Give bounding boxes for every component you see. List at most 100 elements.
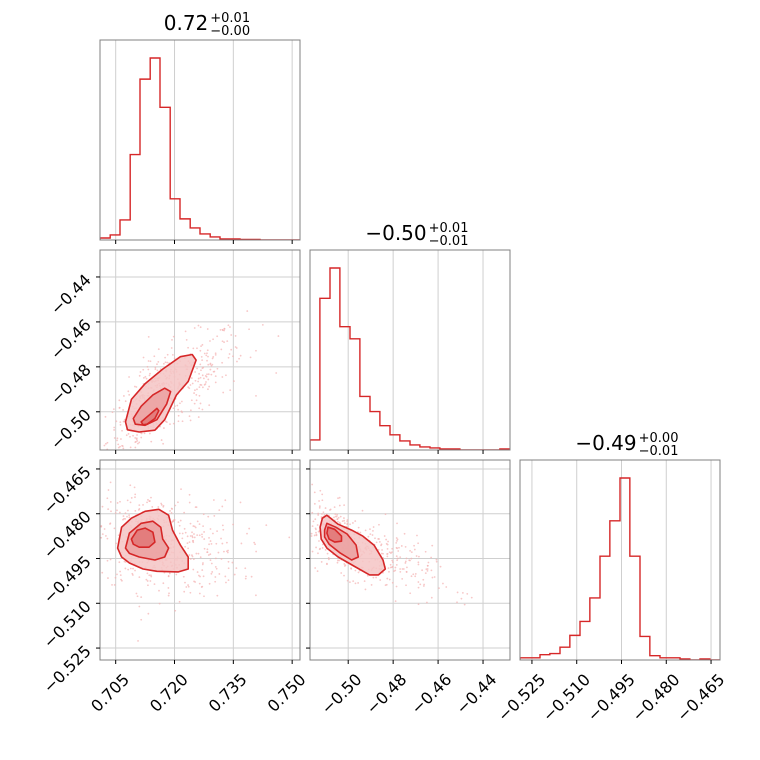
scatter-point [394, 566, 397, 569]
scatter-point [105, 456, 107, 458]
scatter-point [250, 575, 253, 578]
scatter-point [148, 500, 151, 503]
scatter-point [410, 551, 413, 554]
y-tick-label: −0.480 [40, 507, 95, 562]
scatter-point [111, 411, 114, 414]
contour-fill-2 [133, 388, 171, 426]
scatter-point [253, 541, 256, 544]
scatter-point [176, 404, 179, 407]
scatter-point [326, 552, 329, 555]
scatter-point [129, 501, 132, 504]
scatter-point [207, 378, 210, 381]
scatter-point [174, 609, 177, 612]
scatter-point [314, 518, 317, 521]
scatter-point [122, 515, 125, 517]
scatter-point [314, 527, 317, 530]
scatter-point [301, 524, 303, 526]
scatter-point [391, 561, 394, 564]
scatter-point [206, 352, 208, 355]
scatter-point [367, 535, 370, 538]
scatter-point [311, 511, 314, 514]
scatter-point [301, 508, 303, 510]
scatter-point [334, 513, 337, 516]
scatter-point [156, 363, 158, 366]
scatter-point [201, 408, 204, 411]
scatter-point [166, 353, 169, 356]
scatter-point [67, 451, 69, 453]
scatter-point [116, 509, 118, 512]
scatter-point [107, 508, 110, 511]
scatter-point [207, 355, 209, 358]
panel-frame [99, 249, 301, 451]
scatter-point [96, 543, 98, 545]
y-tick-label: −0.46 [47, 315, 95, 363]
scatter-point [463, 603, 466, 606]
scatter-point [195, 394, 198, 396]
scatter-point [319, 489, 322, 492]
scatter-point [162, 504, 165, 507]
scatter-point [220, 537, 222, 540]
scatter-point [379, 579, 382, 581]
scatter-point [117, 446, 120, 449]
scatter-point [317, 512, 320, 515]
scatter-point [226, 340, 229, 343]
scatter-point [277, 335, 280, 337]
scatter-point [394, 569, 397, 572]
scatter-point [249, 356, 252, 359]
scatter-point [238, 357, 241, 360]
scatter-point [133, 486, 136, 489]
scatter-point [369, 533, 372, 536]
scatter-point [417, 586, 420, 589]
scatter-point [217, 551, 220, 554]
scatter-point [109, 453, 111, 455]
scatter-point [333, 516, 335, 519]
scatter-point [139, 371, 142, 373]
scatter-point [357, 582, 360, 584]
scatter-point [339, 515, 342, 518]
scatter-point [198, 386, 201, 389]
scatter-point [284, 529, 286, 531]
scatter-point [359, 531, 362, 534]
scatter-point [395, 563, 398, 566]
scatter-point [140, 432, 143, 435]
scatter-point [208, 385, 211, 388]
scatter-point [104, 415, 107, 418]
scatter-point [214, 353, 217, 356]
scatter-point [147, 498, 149, 501]
scatter-point [128, 393, 131, 396]
scatter-point [171, 353, 174, 356]
scatter-point [466, 592, 469, 595]
scatter-point [134, 509, 137, 512]
scatter-point [323, 514, 326, 516]
scatter-point [199, 326, 202, 329]
x-tick-label: −0.510 [539, 670, 594, 725]
scatter-point [445, 586, 448, 588]
scatter-point [172, 422, 175, 425]
scatter-point [272, 479, 274, 481]
scatter-point [324, 507, 327, 509]
scatter-point [169, 423, 171, 426]
scatter-point [336, 561, 339, 564]
scatter-point [394, 600, 397, 603]
title-minus: −0.00 [210, 24, 250, 39]
scatter-point [248, 328, 250, 331]
scatter-point [172, 520, 175, 523]
scatter-point [196, 388, 198, 391]
scatter-point [321, 543, 324, 546]
scatter-point [144, 375, 147, 378]
scatter-point [129, 567, 132, 570]
scatter-point [386, 577, 389, 580]
scatter-point [321, 513, 323, 515]
scatter-point [151, 456, 153, 458]
scatter-point [222, 528, 225, 531]
scatter-point [225, 541, 228, 544]
scatter-point [124, 561, 127, 563]
scatter-point [261, 324, 264, 326]
scatter-point [148, 432, 151, 435]
scatter-point [199, 402, 202, 405]
scatter-point [442, 582, 444, 585]
scatter-point [216, 530, 218, 533]
y-tick-label: −0.510 [40, 597, 95, 652]
scatter-point [240, 542, 243, 545]
scatter-point [186, 542, 189, 545]
